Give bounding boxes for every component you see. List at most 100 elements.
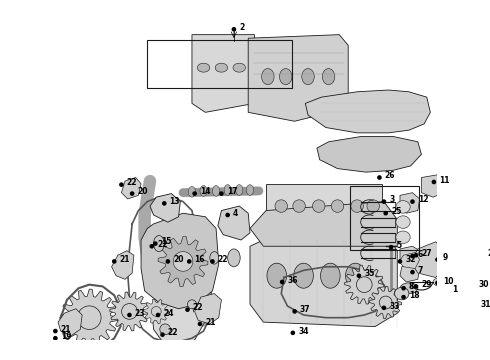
Ellipse shape (246, 185, 253, 195)
Circle shape (356, 277, 372, 292)
Polygon shape (317, 136, 421, 172)
Ellipse shape (345, 263, 365, 288)
Circle shape (445, 289, 448, 292)
Ellipse shape (160, 324, 171, 335)
Polygon shape (421, 175, 444, 197)
Polygon shape (399, 252, 419, 269)
Text: 4: 4 (233, 209, 238, 218)
Circle shape (402, 296, 405, 299)
Text: 24: 24 (163, 309, 174, 318)
Text: 22: 22 (193, 303, 203, 312)
Text: 2: 2 (239, 23, 245, 32)
Circle shape (122, 303, 137, 319)
Ellipse shape (188, 186, 196, 197)
Circle shape (432, 180, 436, 184)
Circle shape (382, 200, 386, 203)
Ellipse shape (302, 69, 314, 85)
Text: 17: 17 (227, 187, 237, 196)
Circle shape (293, 310, 296, 313)
Ellipse shape (396, 216, 410, 228)
Bar (450, 295, 464, 315)
Circle shape (77, 306, 101, 329)
Circle shape (384, 212, 387, 215)
Ellipse shape (396, 201, 410, 213)
Circle shape (402, 287, 405, 290)
Polygon shape (122, 177, 141, 199)
Polygon shape (250, 202, 397, 246)
Polygon shape (61, 289, 118, 346)
Polygon shape (158, 237, 208, 287)
Circle shape (113, 260, 116, 263)
Circle shape (226, 213, 229, 217)
Polygon shape (152, 273, 207, 347)
Polygon shape (457, 240, 490, 279)
Circle shape (436, 258, 439, 261)
Polygon shape (141, 213, 219, 309)
Circle shape (415, 253, 417, 257)
Circle shape (151, 306, 161, 316)
Circle shape (481, 253, 484, 257)
Bar (266, 184, 382, 228)
Text: 27: 27 (421, 249, 432, 258)
Polygon shape (144, 299, 169, 324)
Circle shape (415, 285, 417, 288)
Polygon shape (250, 231, 397, 327)
Bar (147, 40, 292, 88)
Circle shape (128, 314, 131, 316)
Text: 32: 32 (405, 255, 416, 264)
Circle shape (120, 183, 123, 186)
Circle shape (390, 246, 392, 249)
Ellipse shape (396, 231, 410, 243)
Ellipse shape (322, 69, 335, 85)
Text: 37: 37 (300, 305, 311, 314)
Ellipse shape (215, 63, 228, 72)
Ellipse shape (213, 185, 220, 196)
Text: 18: 18 (409, 291, 419, 300)
Text: 3: 3 (389, 195, 394, 204)
Text: 22: 22 (168, 328, 178, 337)
Circle shape (411, 200, 414, 203)
Ellipse shape (262, 69, 274, 85)
Text: 28: 28 (488, 249, 490, 258)
Ellipse shape (228, 249, 240, 267)
Text: 20: 20 (173, 255, 184, 264)
Ellipse shape (279, 69, 292, 85)
Text: 33: 33 (389, 302, 400, 311)
Text: 6: 6 (418, 250, 423, 259)
Text: 31: 31 (480, 300, 490, 309)
Text: 23: 23 (135, 309, 146, 318)
Circle shape (411, 255, 414, 258)
Circle shape (331, 200, 343, 212)
Polygon shape (344, 265, 384, 304)
Text: 22: 22 (157, 240, 168, 249)
Text: 30: 30 (479, 280, 489, 289)
Circle shape (156, 314, 160, 316)
Text: 25: 25 (391, 207, 401, 216)
Circle shape (211, 260, 214, 263)
Text: 13: 13 (170, 197, 180, 206)
Ellipse shape (320, 263, 340, 288)
Text: 35: 35 (364, 269, 375, 278)
Circle shape (280, 280, 284, 284)
Text: 8: 8 (409, 282, 414, 291)
Bar (482, 288, 490, 308)
Circle shape (154, 242, 157, 245)
Circle shape (166, 260, 170, 263)
Ellipse shape (224, 185, 231, 195)
Text: 10: 10 (443, 276, 453, 285)
Text: 7: 7 (418, 266, 423, 275)
Circle shape (150, 245, 153, 248)
Ellipse shape (153, 235, 164, 252)
Text: 21: 21 (120, 255, 130, 264)
Ellipse shape (433, 278, 442, 285)
Circle shape (471, 285, 475, 288)
Circle shape (357, 274, 361, 277)
Text: 22: 22 (218, 255, 228, 264)
Ellipse shape (188, 300, 196, 309)
Ellipse shape (236, 185, 243, 195)
Text: 34: 34 (298, 327, 309, 336)
Text: 1: 1 (452, 285, 457, 294)
Circle shape (173, 252, 193, 271)
Circle shape (382, 306, 386, 310)
Text: 11: 11 (439, 176, 450, 185)
